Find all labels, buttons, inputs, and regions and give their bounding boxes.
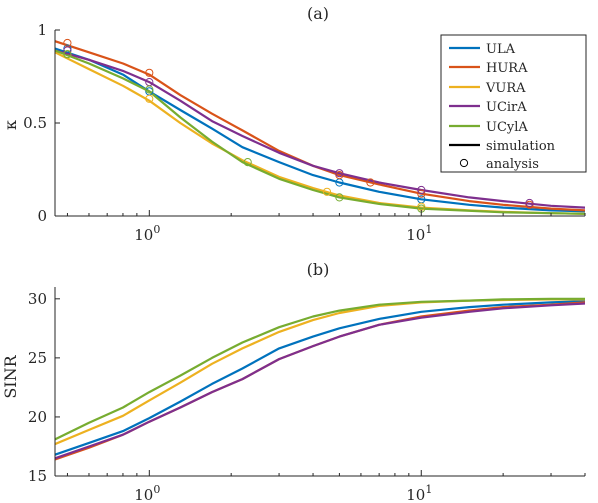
panel-b-title: (b) xyxy=(307,260,330,279)
panel-b-chart: (b) SINR 15 20 25 30 100 101 xyxy=(1,260,586,503)
panel-a-chart: (a) κ 0 0.5 1 100 101 ULA HURA VURA UCirA xyxy=(1,4,587,244)
legend-item-hura: HURA xyxy=(449,61,528,76)
panel-a-series-line-ucyla xyxy=(55,49,585,215)
panel-a-series-line-ula xyxy=(55,47,585,213)
legend-label-hura: HURA xyxy=(486,61,528,76)
legend-label-simulation: simulation xyxy=(486,139,556,154)
legend-item-vura: VURA xyxy=(449,81,526,96)
panel-a-y-tick-label: 0 xyxy=(37,207,47,225)
panel-a-analysis-marker-hura xyxy=(145,68,154,77)
panel-b-series-line-ula xyxy=(55,300,585,456)
panel-a-analysis-marker-ucira xyxy=(417,185,426,195)
panel-b-series-line-ucira xyxy=(55,302,585,460)
panel-a-y-axis-label: κ xyxy=(1,120,20,130)
panel-b-plot-area xyxy=(55,297,585,461)
panel-a-analysis-marker-ucira xyxy=(335,169,344,178)
panel-a-analysis-marker-ucira xyxy=(63,46,72,55)
panel-b-series-line-vura xyxy=(55,298,585,446)
legend-label-ucyla: UCylA xyxy=(486,120,528,135)
legend-item-analysis: analysis xyxy=(459,157,539,172)
panel-a-analysis-marker-hura xyxy=(366,178,375,187)
panel-b-x-tick-label: 100 xyxy=(134,483,160,503)
panel-b-y-tick-label: 15 xyxy=(28,467,47,485)
panel-a-analysis-marker-ucyla xyxy=(243,158,252,167)
panel-b-y-axis-label: SINR xyxy=(1,354,20,398)
legend-box xyxy=(440,34,587,173)
panel-a-analysis-marker-ucyla xyxy=(145,85,154,94)
legend-label-ucira: UCirA xyxy=(486,100,527,115)
panel-b-series-line-ucyla xyxy=(55,297,585,441)
legend-item-ucira: UCirA xyxy=(449,100,527,115)
panel-b-series-line-hura xyxy=(55,301,585,461)
panel-a-x-tick-label: 100 xyxy=(134,223,160,244)
legend-item-ucyla: UCylA xyxy=(449,120,528,135)
panel-a-x-tick-label: 101 xyxy=(406,223,432,244)
legend-label-ula: ULA xyxy=(486,42,516,57)
panel-a-plot-area xyxy=(55,38,585,215)
legend-label-vura: VURA xyxy=(485,81,526,96)
panel-a-analysis-marker-ucira xyxy=(525,198,534,208)
panel-a-series-group xyxy=(55,38,585,215)
panel-a-y-tick-label: 1 xyxy=(37,21,47,39)
panel-a-series-line-ucira xyxy=(55,49,585,209)
panel-a-analysis-marker-hura xyxy=(417,189,426,198)
panel-b-y-tick-label: 20 xyxy=(28,408,47,426)
legend-marker-analysis xyxy=(459,158,469,168)
panel-b-series-group xyxy=(55,297,585,461)
panel-a-analysis-marker-ucyla xyxy=(63,50,72,59)
panel-b-y-tick-label: 30 xyxy=(28,290,47,308)
legend-item-simulation: simulation xyxy=(449,139,556,154)
panel-a-title: (a) xyxy=(307,4,329,23)
panel-a-axes: 0 0.5 1 100 101 xyxy=(23,21,586,244)
panel-a-analysis-marker-vura xyxy=(322,187,332,196)
panel-a-analysis-marker-ucyla xyxy=(335,193,344,202)
legend: ULA HURA VURA UCirA UCylA simulation xyxy=(440,34,587,173)
panel-b-y-tick-label: 25 xyxy=(28,349,47,367)
legend-label-analysis: analysis xyxy=(486,157,539,172)
panel-a-y-tick-label: 0.5 xyxy=(23,114,47,132)
panel-b-x-tick-label: 101 xyxy=(406,483,432,503)
panel-b-axes: 15 20 25 30 100 101 xyxy=(28,287,586,503)
panel-a-analysis-marker-vura xyxy=(145,94,154,103)
legend-item-ula: ULA xyxy=(449,42,516,57)
